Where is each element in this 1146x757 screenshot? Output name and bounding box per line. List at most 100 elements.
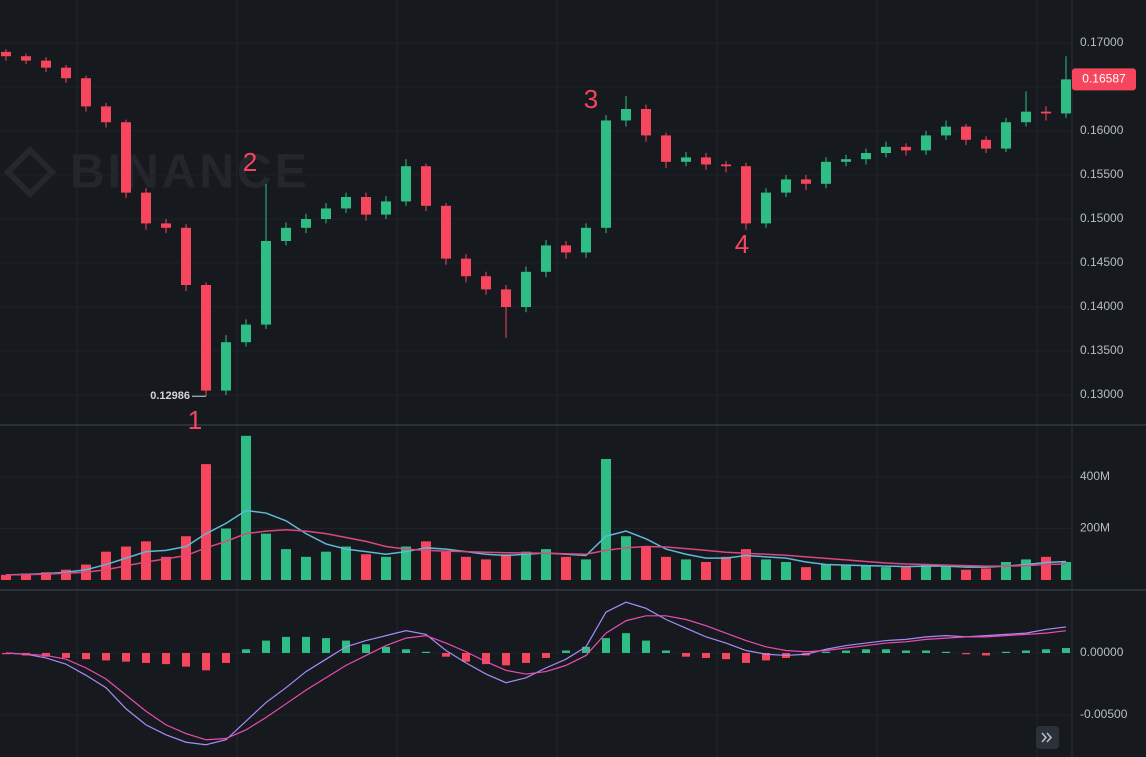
candle-body xyxy=(281,227,291,242)
macd-histogram-bar xyxy=(682,652,690,657)
volume-bar xyxy=(801,567,811,580)
candle-body xyxy=(541,245,551,272)
volume-bar xyxy=(361,554,371,580)
macd-histogram-bar xyxy=(962,652,970,655)
candle-body xyxy=(161,223,171,228)
candle-body xyxy=(221,342,231,391)
macd-histogram-bar xyxy=(262,640,270,653)
macd-histogram-bar xyxy=(582,646,590,653)
candle-body xyxy=(981,139,991,149)
macd-histogram-bar xyxy=(42,652,50,657)
macd-histogram-bar xyxy=(642,640,650,653)
macd-histogram-bar xyxy=(902,650,910,653)
signal-line xyxy=(5,615,1067,741)
macd-histogram-bar xyxy=(122,652,130,662)
macd-histogram-bar xyxy=(922,650,930,653)
candle-body xyxy=(201,285,211,391)
macd-histogram-bar xyxy=(822,651,830,653)
volume-bar xyxy=(961,569,971,580)
candle-body xyxy=(861,153,871,160)
candle-body xyxy=(901,146,911,151)
macd-histogram-bar xyxy=(622,633,630,653)
macd-histogram-bar xyxy=(302,636,310,653)
annotation: 3 xyxy=(584,84,598,114)
volume-bar xyxy=(901,567,911,580)
candle-body xyxy=(41,60,51,68)
volume-bar xyxy=(1041,556,1051,580)
y-tick-label: 0.13500 xyxy=(1080,343,1124,357)
y-tick-label: 400M xyxy=(1080,469,1110,483)
macd-histogram-bar xyxy=(882,649,890,653)
y-tick-label: -0.00500 xyxy=(1080,707,1128,721)
candle-body xyxy=(241,324,251,343)
macd-histogram-bar xyxy=(662,650,670,653)
macd-histogram-bar xyxy=(722,652,730,660)
candle-body xyxy=(1,51,11,57)
volume-bar xyxy=(141,541,151,580)
candle-body xyxy=(1001,122,1011,149)
y-tick-label: 0.15500 xyxy=(1080,167,1124,181)
volume-bar xyxy=(461,556,471,580)
volume-bar xyxy=(1061,561,1071,580)
macd-histogram-bar xyxy=(1002,651,1010,653)
macd-histogram-bar xyxy=(222,652,230,663)
macd-histogram-bar xyxy=(282,636,290,653)
candle-body xyxy=(101,106,111,123)
volume-bar xyxy=(941,565,951,580)
volume-bar xyxy=(481,559,491,580)
candle-body xyxy=(741,166,751,224)
watermark: BINANCE xyxy=(70,146,310,199)
macd-histogram-bar xyxy=(442,652,450,657)
volume-bar xyxy=(521,551,531,580)
volume-bar xyxy=(341,546,351,580)
candle-body xyxy=(721,164,731,167)
macd-histogram-bar xyxy=(702,652,710,658)
candle-body xyxy=(441,205,451,259)
volume-bar xyxy=(441,551,451,580)
macd-histogram-bar xyxy=(102,652,110,661)
last-price-box xyxy=(1072,68,1136,91)
volume-bar xyxy=(681,559,691,580)
volume-bar xyxy=(1021,559,1031,580)
volume-bar xyxy=(621,536,631,580)
macd-histogram-bar xyxy=(462,652,470,662)
macd-histogram-bar xyxy=(862,649,870,653)
macd-histogram-bar xyxy=(502,652,510,666)
volume-bar xyxy=(661,556,671,580)
low-marker-label: 0.12986 xyxy=(150,390,190,402)
candle-body xyxy=(21,56,31,61)
candle-body xyxy=(881,146,891,154)
candle-body xyxy=(841,159,851,162)
candle-body xyxy=(561,245,571,253)
candle-body xyxy=(81,78,91,107)
candle-body xyxy=(481,276,491,290)
scroll-button[interactable] xyxy=(1036,726,1059,749)
macd-histogram-bar xyxy=(742,652,750,663)
volume-bar xyxy=(741,549,751,580)
macd-histogram-bar xyxy=(982,652,990,656)
volume-bar xyxy=(861,565,871,580)
macd-histogram-bar xyxy=(242,649,250,653)
candle-body xyxy=(681,157,691,162)
candle-body xyxy=(621,109,631,121)
macd-histogram-bar xyxy=(322,638,330,653)
volume-bar xyxy=(641,546,651,580)
volume-bar xyxy=(821,564,831,580)
y-tick-label: 0.16000 xyxy=(1080,123,1124,137)
macd-histogram-bar xyxy=(202,652,210,671)
candle-body xyxy=(141,192,151,224)
candle-body xyxy=(821,161,831,184)
annotation: 1 xyxy=(188,405,202,435)
macd-histogram-bar xyxy=(602,638,610,653)
candle-body xyxy=(941,126,951,136)
candle-body xyxy=(581,227,591,253)
y-tick-label: 0.00000 xyxy=(1080,645,1124,659)
candle-body xyxy=(781,179,791,193)
volume-bar xyxy=(541,549,551,580)
volume-bar xyxy=(841,564,851,580)
last-price-label: 0.16587 xyxy=(1082,72,1126,86)
macd-histogram-bar xyxy=(482,652,490,665)
y-tick-label: 0.13000 xyxy=(1080,387,1124,401)
candle-body xyxy=(701,157,711,165)
